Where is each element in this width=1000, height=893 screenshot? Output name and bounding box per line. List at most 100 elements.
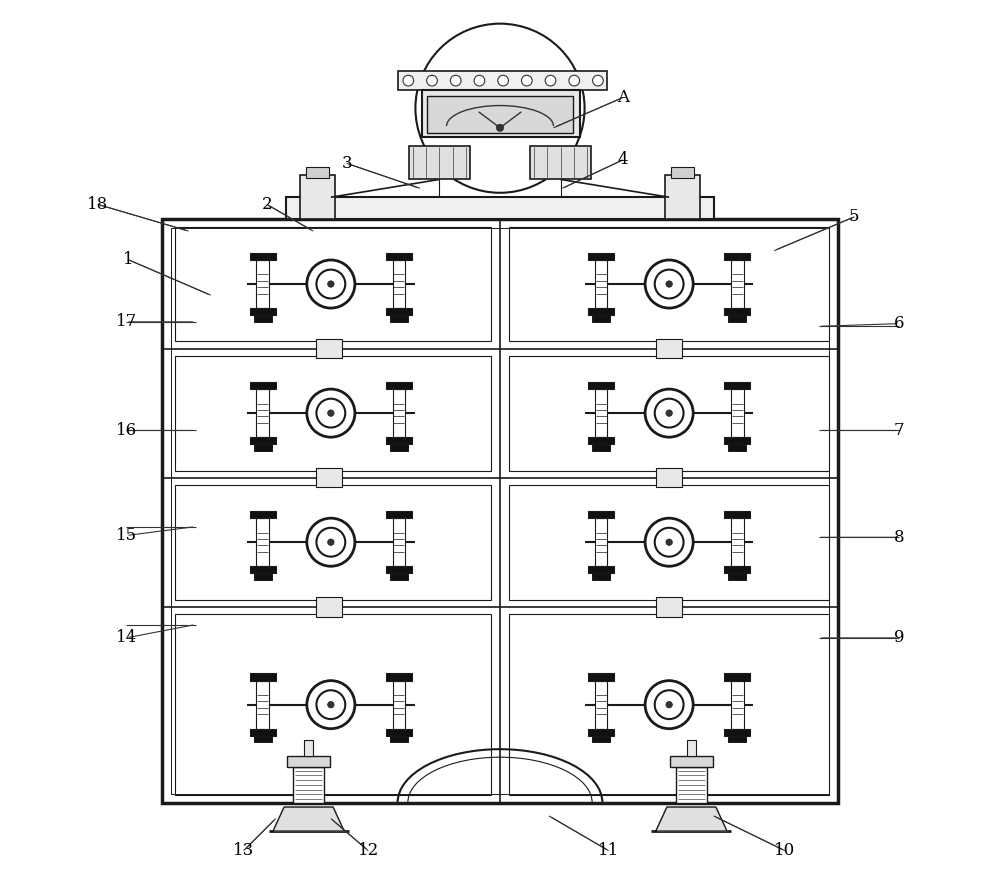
Bar	[509, 613, 829, 796]
Bar	[393, 260, 405, 308]
Bar	[592, 573, 610, 580]
Bar	[592, 736, 610, 742]
Circle shape	[307, 389, 355, 438]
Bar	[316, 597, 342, 616]
Circle shape	[328, 702, 334, 708]
Bar	[671, 167, 694, 178]
Bar	[731, 260, 744, 308]
Text: A: A	[617, 89, 629, 106]
Bar	[687, 740, 696, 756]
Bar	[293, 767, 324, 803]
Bar	[250, 729, 276, 736]
Text: 1: 1	[123, 251, 133, 268]
Bar	[728, 573, 746, 580]
Circle shape	[655, 270, 684, 298]
Bar	[724, 511, 750, 518]
Bar	[731, 389, 744, 438]
Bar	[588, 308, 614, 315]
Circle shape	[655, 528, 684, 556]
Bar	[592, 445, 610, 451]
Bar	[724, 382, 750, 389]
Bar	[595, 518, 607, 566]
Bar	[390, 445, 408, 451]
Bar	[250, 511, 276, 518]
Text: 2: 2	[261, 196, 272, 213]
Bar	[254, 315, 272, 321]
Circle shape	[415, 23, 585, 193]
Bar	[592, 315, 610, 321]
Circle shape	[450, 75, 461, 86]
Text: 14: 14	[115, 630, 137, 647]
Circle shape	[328, 410, 334, 416]
Bar	[386, 253, 412, 260]
Text: 4: 4	[618, 151, 628, 169]
Text: 15: 15	[116, 527, 137, 544]
Bar	[386, 673, 412, 680]
Text: 17: 17	[115, 313, 137, 330]
Bar	[386, 382, 412, 389]
Circle shape	[645, 389, 693, 438]
Bar	[250, 253, 276, 260]
Circle shape	[655, 398, 684, 428]
Bar	[316, 468, 342, 488]
Bar	[393, 518, 405, 566]
Bar	[530, 146, 591, 179]
Circle shape	[316, 398, 345, 428]
Bar	[509, 355, 829, 471]
Bar	[676, 767, 707, 803]
Bar	[728, 736, 746, 742]
Circle shape	[307, 680, 355, 729]
Bar	[670, 756, 713, 767]
Bar	[162, 220, 838, 803]
Bar	[256, 518, 269, 566]
Bar	[588, 729, 614, 736]
Circle shape	[307, 260, 355, 308]
Bar	[393, 389, 405, 438]
Bar	[250, 308, 276, 315]
Bar	[304, 740, 313, 756]
Bar	[595, 680, 607, 729]
Bar	[509, 485, 829, 599]
Text: 10: 10	[774, 842, 795, 859]
Bar	[386, 438, 412, 445]
Circle shape	[328, 280, 334, 288]
Text: 13: 13	[233, 842, 254, 859]
Circle shape	[666, 280, 672, 288]
Bar	[175, 227, 491, 341]
Text: 8: 8	[894, 529, 904, 546]
Bar	[588, 673, 614, 680]
Circle shape	[316, 690, 345, 719]
Bar	[171, 229, 829, 794]
Bar	[724, 566, 750, 573]
Bar	[250, 382, 276, 389]
Bar	[175, 355, 491, 471]
Bar	[250, 673, 276, 680]
Bar	[256, 680, 269, 729]
Bar	[427, 96, 573, 133]
Bar	[656, 468, 682, 488]
Bar	[724, 253, 750, 260]
Bar	[316, 338, 342, 358]
Circle shape	[545, 75, 556, 86]
Bar	[256, 389, 269, 438]
Bar	[256, 260, 269, 308]
Circle shape	[307, 518, 355, 566]
Bar	[595, 389, 607, 438]
Circle shape	[498, 75, 508, 86]
Bar	[595, 260, 607, 308]
Circle shape	[496, 124, 504, 131]
Bar	[422, 90, 580, 137]
Bar	[724, 673, 750, 680]
Bar	[724, 438, 750, 445]
Circle shape	[645, 260, 693, 308]
Bar	[588, 566, 614, 573]
Circle shape	[474, 75, 485, 86]
Circle shape	[427, 75, 437, 86]
Bar	[398, 71, 607, 90]
Bar	[386, 566, 412, 573]
Bar	[393, 680, 405, 729]
Text: 16: 16	[116, 422, 137, 439]
Bar	[306, 167, 329, 178]
Polygon shape	[656, 807, 727, 831]
Polygon shape	[273, 807, 344, 831]
